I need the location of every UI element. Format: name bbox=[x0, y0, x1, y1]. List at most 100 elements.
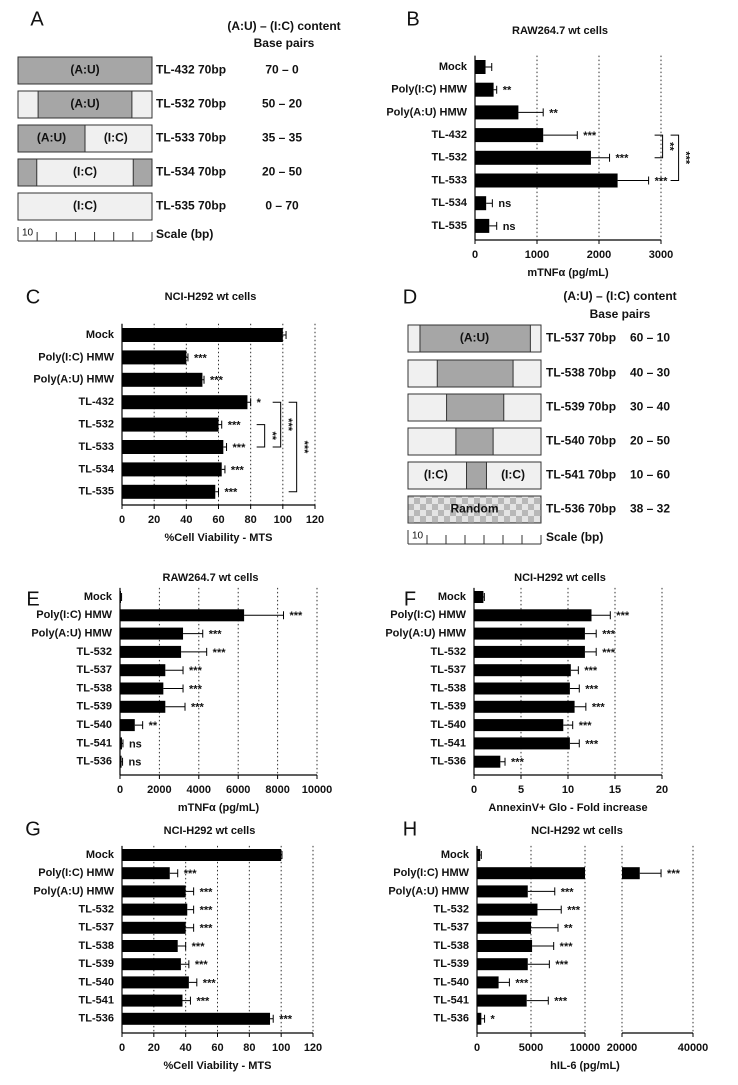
x-tick-label: 5000 bbox=[519, 1042, 543, 1054]
x-tick-label: 5 bbox=[518, 784, 524, 796]
bar bbox=[122, 462, 222, 477]
bar bbox=[122, 885, 186, 898]
bar bbox=[120, 664, 166, 677]
bar bbox=[474, 682, 570, 695]
segment-label: (I:C) bbox=[501, 468, 525, 482]
error-bar bbox=[202, 375, 205, 384]
category-label: Poly(A:U) HMW bbox=[385, 628, 466, 640]
error-bar bbox=[134, 721, 144, 730]
x-tick-label: 80 bbox=[245, 514, 257, 526]
error-bar bbox=[180, 960, 190, 969]
bar bbox=[122, 940, 178, 952]
x-tick-label: 40 bbox=[180, 1042, 192, 1054]
bar bbox=[475, 218, 490, 233]
significance: *** bbox=[290, 610, 304, 622]
bracket-label: *** bbox=[298, 441, 310, 455]
panel-label: F bbox=[404, 588, 416, 610]
significance: *** bbox=[203, 977, 217, 989]
bar bbox=[122, 328, 283, 342]
significance: *** bbox=[515, 977, 529, 989]
category-label: Poly(I:C) HMW bbox=[38, 351, 114, 363]
bar bbox=[122, 417, 219, 432]
x-tick-label: 0 bbox=[472, 249, 478, 261]
category-label: TL-536 bbox=[434, 1013, 469, 1025]
panel-label: C bbox=[26, 286, 40, 308]
bar bbox=[477, 849, 481, 861]
error-bar bbox=[247, 398, 252, 407]
error-bar bbox=[177, 942, 187, 950]
bar bbox=[122, 484, 216, 499]
significance: *** bbox=[225, 487, 239, 499]
category-label: TL-533 bbox=[432, 174, 467, 186]
bar bbox=[122, 440, 224, 454]
x-tick-label: 0 bbox=[117, 784, 123, 796]
category-label: TL-538 bbox=[434, 940, 469, 952]
significance: *** bbox=[511, 757, 525, 769]
bar bbox=[120, 700, 166, 713]
base-pairs: 35 – 35 bbox=[262, 131, 302, 145]
significance: *** bbox=[592, 702, 606, 714]
x-tick-label: 2000 bbox=[147, 784, 171, 796]
sequence-name: TL-541 70bp bbox=[546, 468, 616, 482]
error-bar bbox=[223, 443, 228, 451]
x-tick-label: 60 bbox=[212, 514, 224, 526]
x-tick-label: 0 bbox=[119, 514, 125, 526]
significance: *** bbox=[555, 959, 569, 971]
significance: *** bbox=[561, 886, 575, 898]
significance: *** bbox=[554, 996, 568, 1008]
category-label: Mock bbox=[84, 591, 113, 603]
significance: *** bbox=[667, 868, 681, 880]
panel-label: B bbox=[406, 8, 419, 30]
sequence-name: TL-536 70bp bbox=[546, 502, 616, 516]
comparison-bracket bbox=[288, 401, 298, 493]
category-label: TL-537 bbox=[79, 922, 114, 934]
category-label: TL-541 bbox=[431, 737, 466, 749]
bar bbox=[122, 994, 183, 1007]
segment-label: Random bbox=[451, 502, 499, 516]
scale-number: 10 bbox=[412, 531, 424, 542]
bar bbox=[474, 645, 585, 658]
x-tick-label: 2000 bbox=[587, 249, 611, 261]
au-region bbox=[446, 393, 505, 422]
category-label: TL-532 bbox=[79, 419, 114, 431]
au-region bbox=[17, 124, 86, 153]
significance: *** bbox=[191, 702, 205, 714]
base-pairs: 60 – 10 bbox=[630, 331, 670, 345]
bar bbox=[120, 682, 164, 695]
panel-label: D bbox=[403, 286, 417, 308]
x-tick-label: 20 bbox=[148, 514, 160, 526]
error-bar bbox=[500, 757, 506, 766]
error-bar bbox=[584, 629, 597, 638]
x-tick-label: 100 bbox=[274, 514, 292, 526]
error-bar bbox=[218, 420, 223, 429]
category-label: Poly(A:U) HMW bbox=[388, 885, 469, 897]
base-pairs: 40 – 30 bbox=[630, 366, 670, 380]
error-bar bbox=[617, 176, 650, 185]
error-bar bbox=[121, 739, 124, 748]
significance: *** bbox=[567, 905, 581, 917]
category-label: TL-541 bbox=[79, 995, 114, 1007]
au-region bbox=[17, 56, 153, 85]
error-bar bbox=[537, 905, 562, 914]
bar bbox=[120, 719, 135, 732]
chart-title: NCI-H292 wt cells bbox=[165, 291, 257, 303]
sequence-box bbox=[17, 192, 153, 221]
bar bbox=[475, 150, 591, 165]
x-tick-label: 20 bbox=[656, 784, 668, 796]
error-bar bbox=[163, 684, 184, 693]
sequence-box bbox=[407, 495, 542, 524]
x-tick-label: 0 bbox=[119, 1042, 125, 1054]
x-tick-label: 3000 bbox=[649, 249, 673, 261]
category-label: TL-540 bbox=[79, 976, 114, 988]
sequence-name: TL-539 70bp bbox=[546, 400, 616, 414]
au-region bbox=[37, 90, 133, 119]
error-bar bbox=[185, 923, 195, 932]
significance: *** bbox=[192, 941, 206, 953]
segment-label: (A:U) bbox=[460, 331, 489, 345]
error-bar bbox=[185, 887, 195, 896]
category-label: Poly(A:U) HMW bbox=[386, 106, 467, 118]
significance: *** bbox=[585, 683, 599, 695]
category-label: TL-432 bbox=[432, 129, 467, 141]
chart-title: NCI-H292 wt cells bbox=[164, 825, 256, 837]
x-tick-label: 10000 bbox=[570, 1042, 601, 1054]
